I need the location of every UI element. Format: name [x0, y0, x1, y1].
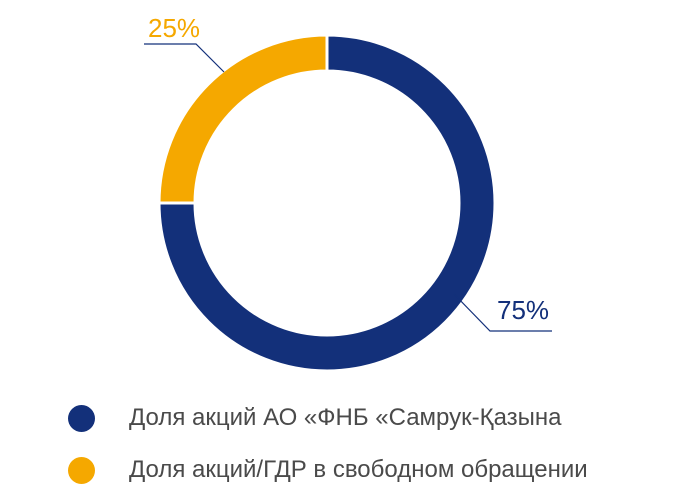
legend-swatch-fnb-share	[68, 404, 95, 432]
legend-item-fnb-share: Доля акций АО «ФНБ «Самрук-Қазына	[68, 392, 588, 444]
donut-slices	[157, 33, 497, 373]
leader-line-fnb-share	[453, 293, 552, 332]
legend-swatch-free-float	[68, 456, 95, 484]
legend-label-free-float: Доля акций/ГДР в свободном обращении	[129, 456, 588, 483]
slice-labels: 25% 75%	[144, 13, 552, 332]
legend-label-fnb-share: Доля акций АО «ФНБ «Самрук-Қазына	[129, 404, 562, 431]
slice-fnb-share	[157, 33, 497, 373]
legend: Доля акций АО «ФНБ «Самрук-Қазына Доля а…	[68, 392, 588, 496]
slice-free-float	[157, 33, 329, 205]
leader-line-free-float	[144, 43, 225, 73]
value-label-free-float: 25%	[148, 13, 200, 43]
legend-item-free-float: Доля акций/ГДР в свободном обращении	[68, 444, 588, 496]
value-label-fnb-share: 75%	[497, 295, 549, 325]
donut-chart: 25% 75%	[144, 13, 552, 373]
